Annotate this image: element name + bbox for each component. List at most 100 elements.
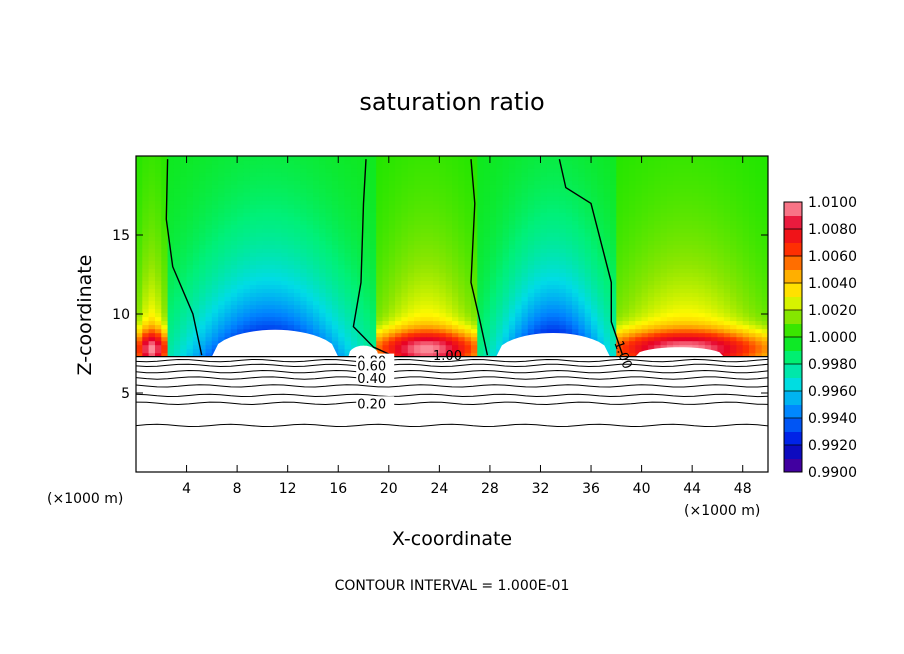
field-cell	[256, 176, 263, 181]
field-cell	[647, 160, 655, 165]
field-cell	[666, 284, 674, 289]
field-cell	[262, 224, 270, 229]
field-cell	[685, 288, 693, 293]
field-cell	[641, 312, 649, 318]
field-cell	[603, 340, 611, 346]
field-cell	[565, 172, 573, 177]
field-cell	[211, 312, 219, 318]
field-cell	[350, 160, 358, 165]
field-cell	[502, 168, 510, 173]
field-cell	[161, 160, 169, 165]
field-cell	[711, 340, 718, 346]
field-cell	[357, 252, 365, 257]
field-cell	[464, 192, 472, 197]
field-cell	[761, 320, 768, 326]
field-cell	[306, 328, 314, 334]
field-cell	[755, 204, 763, 209]
field-cell	[635, 204, 643, 209]
field-cell	[553, 216, 560, 221]
field-cell	[591, 296, 598, 302]
field-cell	[692, 312, 700, 318]
field-cell	[275, 308, 282, 314]
field-cell	[199, 252, 207, 257]
field-cell	[205, 300, 213, 306]
field-cell	[673, 168, 681, 173]
field-cell	[755, 312, 763, 318]
field-cell	[477, 284, 485, 289]
field-cell	[268, 268, 276, 273]
field-cell	[218, 220, 226, 225]
field-cell	[294, 244, 301, 249]
field-cell	[249, 264, 257, 269]
field-cell	[534, 240, 542, 245]
field-cell	[711, 296, 718, 302]
field-cell	[673, 180, 681, 185]
field-cell	[211, 172, 219, 177]
field-cell	[401, 344, 409, 350]
field-cell	[439, 192, 447, 197]
field-cell	[508, 268, 516, 273]
field-cell	[325, 332, 333, 338]
field-cell	[268, 172, 276, 177]
field-cell	[584, 232, 592, 237]
field-cell	[433, 224, 440, 229]
field-cell	[369, 232, 377, 237]
field-cell	[363, 284, 371, 289]
field-cell	[755, 292, 763, 297]
field-cell	[673, 296, 681, 302]
field-cell	[325, 276, 333, 281]
field-cell	[256, 164, 263, 169]
field-cell	[281, 256, 289, 261]
field-cell	[445, 156, 453, 161]
field-cell	[300, 300, 308, 306]
field-cell	[439, 288, 447, 293]
field-cell	[679, 172, 687, 177]
field-cell	[635, 196, 643, 201]
field-cell	[243, 324, 251, 330]
field-cell	[755, 216, 763, 221]
field-cell	[629, 320, 636, 326]
field-cell	[281, 300, 289, 306]
field-cell	[426, 168, 434, 173]
field-cell	[230, 292, 238, 297]
field-cell	[161, 308, 169, 314]
field-cell	[205, 268, 213, 273]
field-cell	[136, 196, 143, 201]
field-cell	[685, 180, 693, 185]
field-cell	[477, 252, 485, 257]
field-cell	[192, 196, 200, 201]
field-cell	[711, 180, 718, 185]
field-cell	[382, 212, 390, 217]
field-cell	[205, 336, 213, 342]
field-cell	[616, 328, 624, 334]
field-cell	[496, 164, 504, 169]
field-cell	[565, 300, 573, 306]
field-cell	[136, 312, 143, 318]
field-cell	[433, 244, 440, 249]
field-cell	[496, 200, 504, 205]
field-cell	[565, 232, 573, 237]
field-cell	[698, 184, 706, 189]
field-cell	[426, 184, 434, 189]
field-cell	[534, 304, 542, 310]
field-cell	[243, 224, 251, 229]
field-cell	[584, 260, 592, 265]
field-cell	[281, 232, 289, 237]
field-cell	[205, 292, 213, 297]
field-cell	[395, 204, 402, 209]
field-cell	[534, 320, 542, 326]
field-cell	[420, 324, 428, 330]
field-cell	[685, 260, 693, 265]
field-cell	[685, 300, 693, 306]
field-cell	[249, 300, 257, 306]
field-cell	[591, 156, 598, 161]
field-cell	[186, 276, 194, 281]
field-cell	[458, 232, 466, 237]
field-cell	[572, 320, 579, 326]
field-cell	[742, 220, 750, 225]
field-cell	[262, 180, 270, 185]
field-cell	[275, 224, 282, 229]
field-cell	[395, 280, 402, 285]
field-cell	[224, 216, 232, 221]
field-cell	[666, 224, 674, 229]
